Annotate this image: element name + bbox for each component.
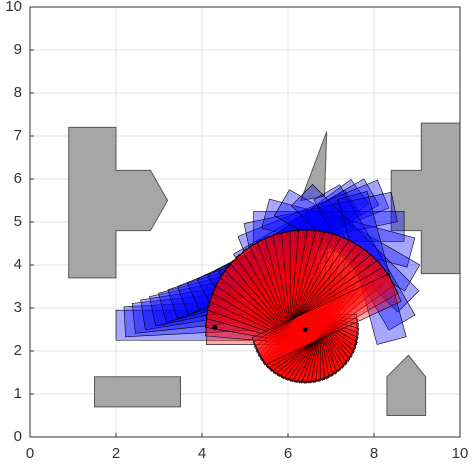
obstacle: [300, 131, 328, 202]
y-tick-label: 1: [14, 385, 22, 402]
obstacle: [68, 126, 169, 279]
x-tick-label: 8: [370, 445, 378, 462]
vehicle-pose: [261, 198, 416, 268]
vehicle-pose: [251, 273, 402, 366]
obstacle: [386, 354, 427, 416]
y-tick-label: 3: [14, 299, 22, 316]
x-tick-label: 6: [284, 445, 292, 462]
vehicle-pose: [273, 189, 421, 292]
y-tick-label: 4: [14, 256, 22, 273]
y-tick-label: 10: [5, 0, 22, 15]
reference-point: [212, 324, 218, 330]
y-tick-label: 8: [14, 84, 22, 101]
x-tick-label: 4: [198, 445, 206, 462]
vehicle-pose: [167, 242, 321, 319]
obstacle: [94, 376, 181, 408]
vehicle-pose: [243, 191, 398, 254]
y-tick-label: 7: [14, 127, 22, 144]
y-tick-label: 9: [14, 41, 22, 58]
x-tick-label: 2: [112, 445, 120, 462]
reference-point: [302, 327, 308, 332]
x-tick-label: 0: [26, 445, 34, 462]
axes-box: [29, 6, 461, 438]
y-tick-label: 2: [14, 342, 22, 359]
y-tick-label: 5: [14, 213, 22, 230]
vehicle-pose: [337, 191, 407, 345]
vehicle-pose: [207, 199, 354, 303]
y-tick-label: 6: [14, 170, 22, 187]
vehicle-pose: [158, 253, 313, 323]
vehicle-pose: [237, 179, 390, 265]
y-tick-label: 0: [14, 428, 22, 445]
x-tick-label: 10: [452, 445, 469, 462]
